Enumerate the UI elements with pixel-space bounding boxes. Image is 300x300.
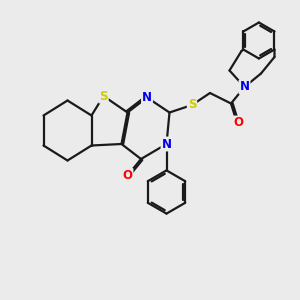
Text: O: O bbox=[122, 169, 133, 182]
Text: S: S bbox=[99, 89, 108, 103]
Text: S: S bbox=[188, 98, 196, 112]
Text: N: N bbox=[161, 137, 172, 151]
Text: O: O bbox=[233, 116, 244, 130]
Text: N: N bbox=[239, 80, 250, 94]
Text: N: N bbox=[142, 91, 152, 104]
